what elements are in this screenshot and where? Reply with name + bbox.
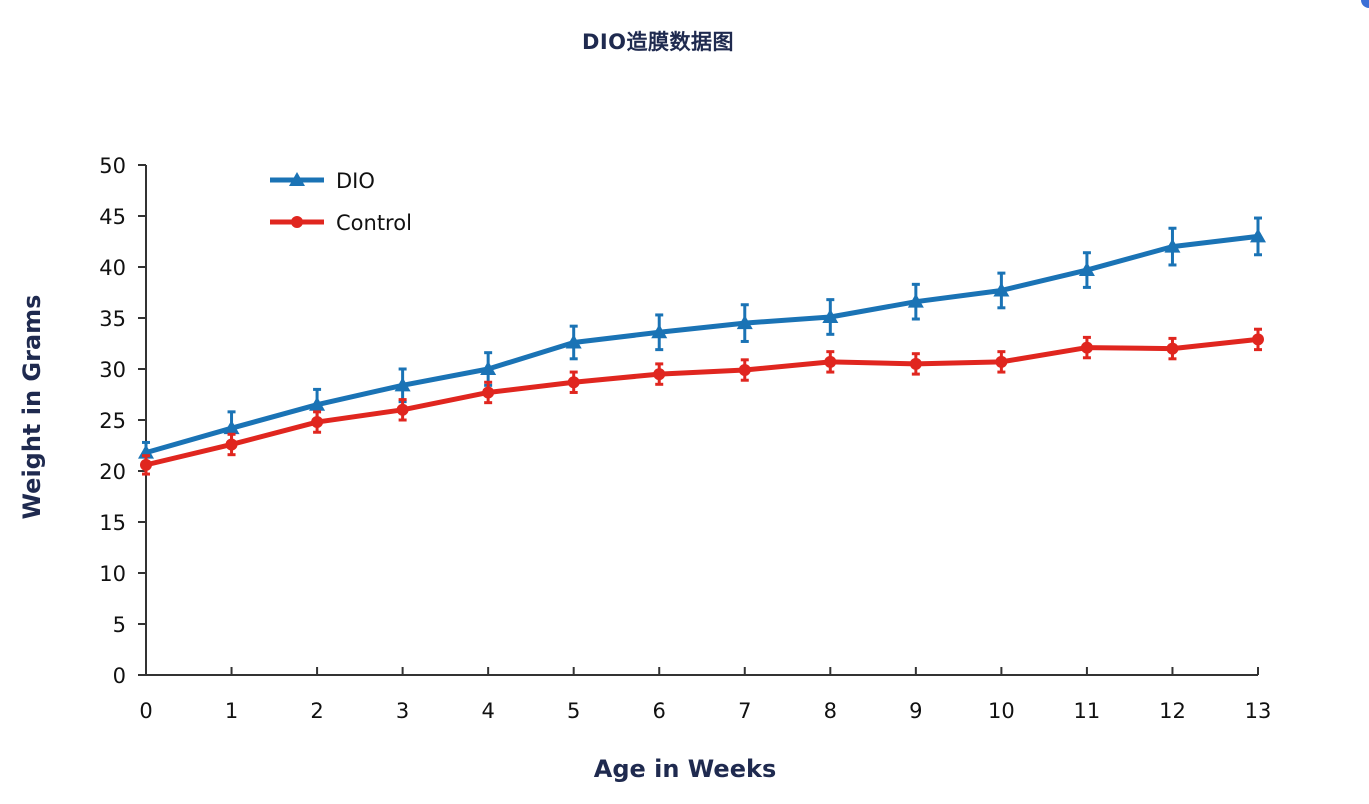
legend-item-control: Control: [270, 211, 412, 235]
dio-point: [1164, 238, 1181, 253]
legend-item-dio: DIO: [270, 169, 375, 193]
dio-point: [480, 361, 497, 375]
dio-line: [145, 233, 1259, 456]
corner-indicator: [1361, 0, 1369, 8]
chart-title: DIO造膜数据图: [581, 30, 735, 54]
control-line: [145, 336, 1259, 468]
x-axis-label: Age in Weeks: [594, 755, 776, 783]
x-tick-label: 0: [139, 699, 152, 723]
legend: DIO Control: [270, 169, 412, 235]
dio-point: [907, 293, 924, 308]
x-tick-label: 9: [909, 699, 922, 723]
dio-point: [1250, 228, 1266, 243]
legend-circle-marker: [291, 216, 303, 228]
control-point: [995, 355, 1008, 368]
control-point: [396, 403, 409, 416]
y-tick-label: 35: [99, 307, 126, 331]
control-point: [225, 438, 238, 451]
y-tick-label: 0: [113, 664, 126, 688]
y-axis-label: Weight in Grams: [18, 295, 46, 520]
legend-triangle-marker: [289, 172, 305, 186]
y-tick-label: 5: [113, 613, 126, 637]
dio-point: [736, 315, 753, 330]
control-point: [653, 368, 666, 381]
series-layer: [138, 216, 1266, 476]
x-tick-label: 12: [1159, 699, 1186, 723]
control-point: [482, 386, 495, 399]
control-point: [738, 364, 751, 377]
control-point: [140, 458, 152, 471]
x-tick-label: 8: [824, 699, 837, 723]
dio-point: [993, 282, 1010, 297]
legend-label: DIO: [336, 169, 375, 193]
y-tick-label: 40: [99, 256, 126, 280]
dio-point: [223, 420, 240, 435]
x-tick-label: 10: [988, 699, 1015, 723]
legend-label: Control: [336, 211, 412, 235]
dio-point: [822, 308, 839, 323]
control-point: [909, 357, 922, 370]
x-tick-label: 5: [567, 699, 580, 723]
y-tick-label: 45: [99, 205, 126, 229]
x-tick-label: 13: [1245, 699, 1272, 723]
x-tick-label: 7: [738, 699, 751, 723]
dio-point: [565, 334, 582, 349]
x-tick-label: 4: [481, 699, 494, 723]
control-point: [824, 355, 837, 368]
x-tick-label: 6: [653, 699, 666, 723]
y-tick-label: 25: [99, 409, 126, 433]
control-point: [1080, 341, 1093, 354]
y-tick-label: 20: [99, 460, 126, 484]
x-tick-label: 11: [1074, 699, 1101, 723]
control-point: [1166, 342, 1179, 355]
y-tick-label: 10: [99, 562, 126, 586]
y-tick-label: 50: [99, 154, 126, 178]
y-tick-label: 15: [99, 511, 126, 535]
series-dio: [138, 216, 1266, 465]
control-point: [567, 376, 580, 389]
x-tick-label: 3: [396, 699, 409, 723]
x-tick-label: 2: [310, 699, 323, 723]
x-tick-label: 1: [225, 699, 238, 723]
control-point: [1252, 333, 1264, 346]
series-control: [140, 327, 1264, 476]
y-tick-label: 30: [99, 358, 126, 382]
control-point: [311, 416, 324, 429]
dio-point: [394, 377, 411, 392]
dio-point: [651, 324, 668, 339]
dio-point: [309, 396, 326, 411]
dio-point: [1078, 262, 1095, 277]
